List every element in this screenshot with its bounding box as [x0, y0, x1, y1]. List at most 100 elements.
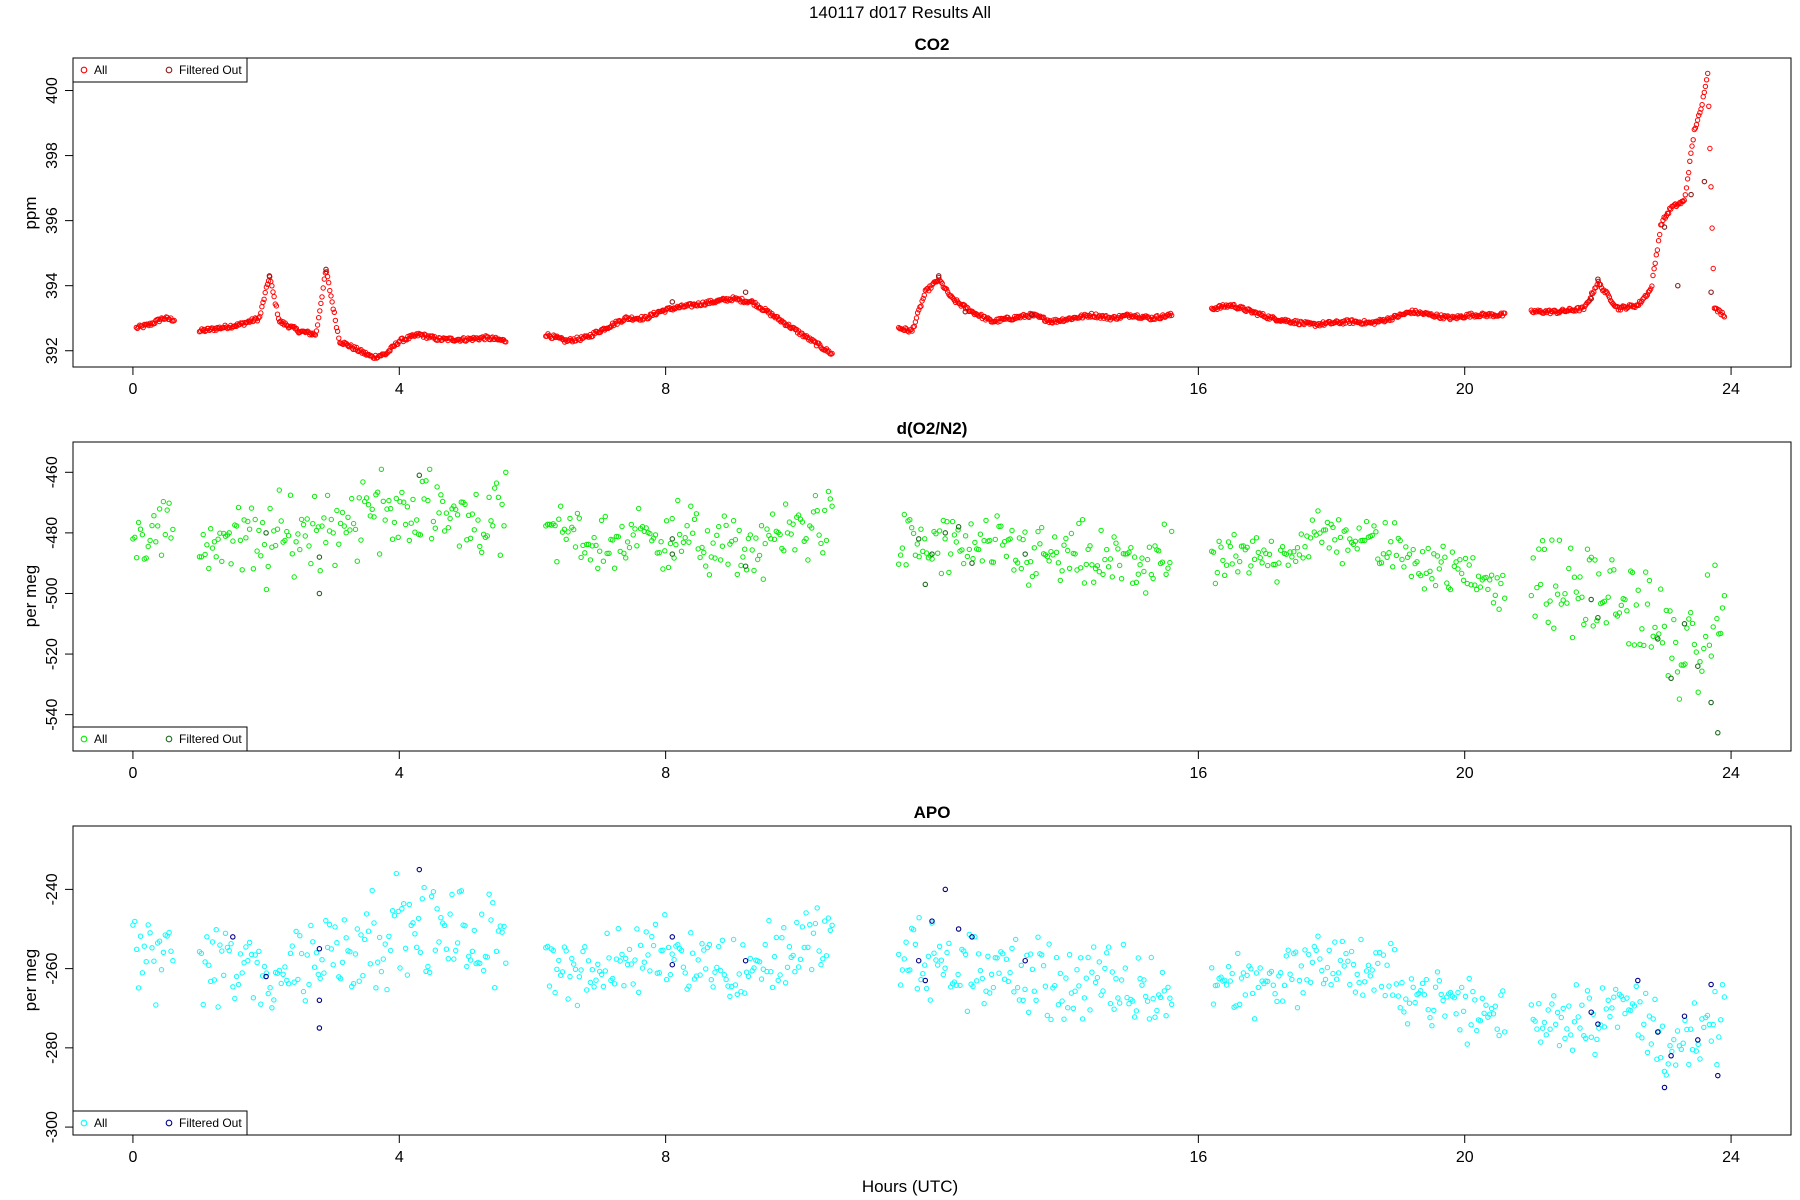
- o2n2-point-all: [966, 546, 972, 553]
- o2n2-point-all: [1289, 554, 1295, 560]
- apo-point-all: [258, 1001, 264, 1007]
- o2n2-point-all: [1592, 557, 1598, 563]
- apo-point-filtered: [316, 1025, 323, 1031]
- apo-point-all: [1013, 936, 1019, 943]
- apo-point-all: [204, 934, 210, 940]
- co2-point-all: [569, 339, 576, 345]
- apo-legend-box: [72, 1110, 248, 1136]
- o2n2-point-all: [453, 506, 459, 513]
- apo-panel: APO per meg All Filtered Out 0 4 8 16 20 24-24…: [21, 803, 1792, 1166]
- apo-point-all: [137, 933, 144, 939]
- o2n2-point-all: [1137, 562, 1143, 568]
- apo-point-all: [641, 959, 647, 965]
- o2n2-point-all: [1135, 571, 1142, 577]
- co2-point-all: [293, 325, 300, 332]
- o2n2-point-all: [1128, 545, 1134, 551]
- apo-point-all: [245, 958, 251, 964]
- o2n2-point-all: [1539, 538, 1546, 544]
- apo-point-all: [1094, 974, 1101, 981]
- o2n2-point-all: [445, 525, 451, 531]
- apo-point-all: [942, 965, 948, 971]
- o2n2-point-all: [1229, 561, 1235, 567]
- o2n2-point-all: [1068, 530, 1075, 537]
- o2n2-point-all: [944, 519, 950, 525]
- apo-point-all: [1089, 969, 1095, 975]
- co2-point-all: [1657, 231, 1663, 238]
- apo-point-all: [1061, 1016, 1067, 1022]
- o2n2-point-all: [406, 537, 412, 544]
- o2n2-point-all: [1053, 549, 1060, 555]
- apo-point-all: [786, 944, 793, 950]
- o2n2-point-all: [1144, 556, 1151, 563]
- apo-point-all: [732, 982, 739, 988]
- co2-point-all: [261, 296, 267, 302]
- apo-point-all: [248, 951, 255, 958]
- apo-point-all: [1244, 972, 1250, 979]
- apo-point-all: [944, 949, 950, 956]
- o2n2-point-all: [822, 507, 828, 514]
- o2n2-point-all: [1545, 619, 1551, 625]
- apo-point-all: [265, 990, 271, 997]
- o2n2-point-all: [256, 527, 262, 534]
- o2n2-point-all: [1697, 659, 1703, 665]
- apo-point-all: [1583, 1035, 1589, 1042]
- o2n2-point-all: [1695, 689, 1701, 695]
- co2-point-all: [1474, 313, 1480, 320]
- apo-point-filtered: [1635, 977, 1641, 984]
- apo-point-all: [580, 948, 586, 955]
- o2n2-point-all: [467, 535, 474, 541]
- apo-point-all: [453, 947, 459, 954]
- apo-point-all: [903, 939, 909, 945]
- o2n2-point-all: [1631, 642, 1638, 648]
- apo-point-all: [1483, 1002, 1489, 1008]
- o2n2-point-all: [1020, 536, 1026, 543]
- o2n2-point-all: [677, 531, 683, 538]
- apo-point-all: [332, 924, 338, 930]
- apo-point-all: [820, 956, 826, 962]
- co2-point-all: [1709, 225, 1715, 231]
- apo-point-all: [1586, 995, 1593, 1001]
- o2n2-point-all: [233, 523, 240, 529]
- co2-point-all: [1569, 307, 1576, 313]
- co2-point-all: [263, 284, 270, 290]
- apo-point-all: [1304, 977, 1310, 983]
- o2n2-point-all: [946, 569, 952, 576]
- co2-point-all: [332, 317, 339, 324]
- o2n2-point-all: [226, 530, 232, 536]
- apo-point-all: [799, 924, 806, 930]
- co2-point-all: [323, 269, 330, 275]
- apo-point-all: [914, 986, 920, 992]
- apo-y-axis-label: per meg: [21, 949, 40, 1011]
- co2-point-all: [314, 322, 321, 328]
- o2n2-point-all: [1460, 577, 1467, 583]
- o2n2-point-all: [805, 557, 811, 563]
- apo-point-all: [490, 900, 496, 906]
- apo-point-all: [901, 956, 907, 962]
- o2n2-point-all: [1354, 546, 1360, 552]
- co2-point-all: [1696, 112, 1702, 119]
- apo-point-filtered: [1022, 957, 1028, 964]
- co2-point-all: [1449, 313, 1456, 320]
- apo-point-all: [1573, 982, 1580, 988]
- apo-point-all: [156, 938, 163, 944]
- o2n2-point-all: [606, 550, 612, 556]
- apo-point-all: [219, 948, 225, 954]
- o2n2-point-all: [1534, 584, 1540, 591]
- apo-point-all: [462, 923, 468, 929]
- o2n2-point-all: [384, 506, 390, 512]
- o2n2-point-all: [1663, 607, 1670, 614]
- o2n2-point-all: [710, 540, 716, 546]
- o2n2-point-filtered: [1655, 636, 1661, 642]
- apo-point-all: [226, 947, 232, 954]
- o2n2-point-all: [1079, 517, 1086, 523]
- o2n2-point-all: [1661, 623, 1668, 629]
- o2n2-point-all: [1652, 624, 1658, 631]
- o2n2-point-all: [1113, 540, 1119, 546]
- o2n2-point-all: [1363, 518, 1370, 525]
- o2n2-point-all: [951, 532, 958, 538]
- apo-point-all: [907, 967, 913, 973]
- apo-point-all: [1238, 975, 1245, 981]
- apo-point-all: [1588, 1034, 1595, 1040]
- apo-point-all: [1343, 950, 1349, 957]
- o2n2-point-all: [626, 544, 633, 551]
